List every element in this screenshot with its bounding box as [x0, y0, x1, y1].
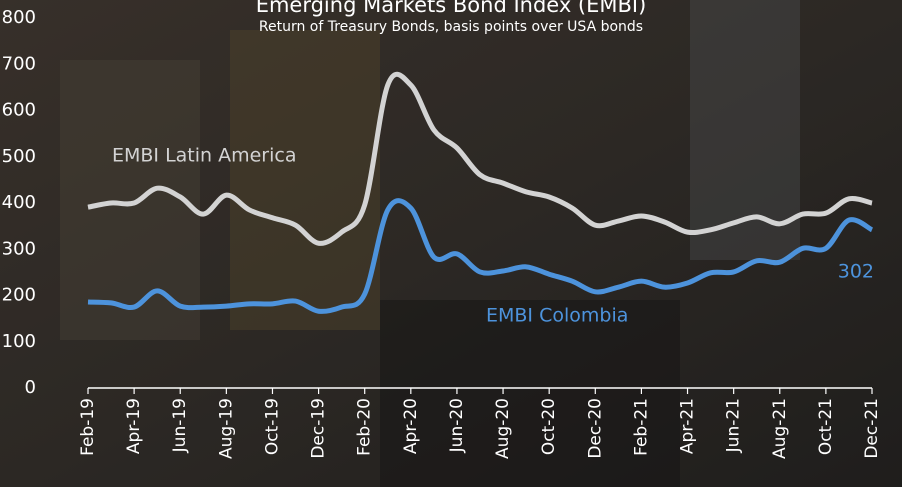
chart-title: Emerging Markets Bond Index (EMBI) — [256, 0, 647, 17]
x-tick-label: Oct-19 — [262, 398, 282, 455]
background-building — [60, 60, 200, 340]
x-tick-label: Aug-20 — [493, 398, 513, 459]
chart-subtitle: Return of Treasury Bonds, basis points o… — [259, 19, 643, 35]
y-tick-label: 100 — [2, 331, 36, 352]
x-tick-label: Dec-20 — [585, 398, 605, 459]
x-tick-label: Feb-21 — [631, 398, 651, 456]
line — [87, 198, 874, 314]
y-tick-label: 800 — [2, 7, 36, 28]
x-tick-label: Aug-19 — [216, 398, 236, 459]
x-tick-label: Dec-21 — [862, 398, 882, 459]
y-tick-label: 700 — [2, 53, 36, 74]
x-tick-label: Jun-20 — [447, 398, 467, 453]
y-tick-label: 400 — [2, 192, 36, 213]
x-tick-label: Aug-21 — [770, 398, 790, 459]
x-tick-label: Feb-20 — [355, 398, 375, 456]
x-tick-label: Oct-21 — [816, 398, 836, 455]
x-tick-label: Jun-19 — [170, 398, 190, 453]
x-tick-label: Apr-21 — [678, 398, 698, 454]
y-tick-label: 200 — [2, 285, 36, 306]
x-tick-label: Apr-19 — [124, 398, 144, 454]
y-tick-label: 0 — [25, 377, 36, 398]
x-tick-label: Oct-20 — [539, 398, 559, 455]
x-tick-label: Dec-19 — [309, 398, 329, 459]
background-street — [380, 300, 680, 487]
x-tick-label: Apr-20 — [401, 398, 421, 454]
line — [87, 71, 873, 246]
series-label: EMBI Latin America — [112, 145, 297, 167]
y-tick-label: 500 — [2, 146, 36, 167]
annotation: 302 — [838, 261, 874, 283]
y-tick-label: 300 — [2, 238, 36, 259]
x-tick-label: Feb-19 — [78, 398, 98, 456]
y-tick-label: 600 — [2, 100, 36, 121]
background-building — [230, 30, 380, 330]
series-label: EMBI Colombia — [486, 305, 628, 327]
x-tick-label: Jun-21 — [724, 398, 744, 453]
